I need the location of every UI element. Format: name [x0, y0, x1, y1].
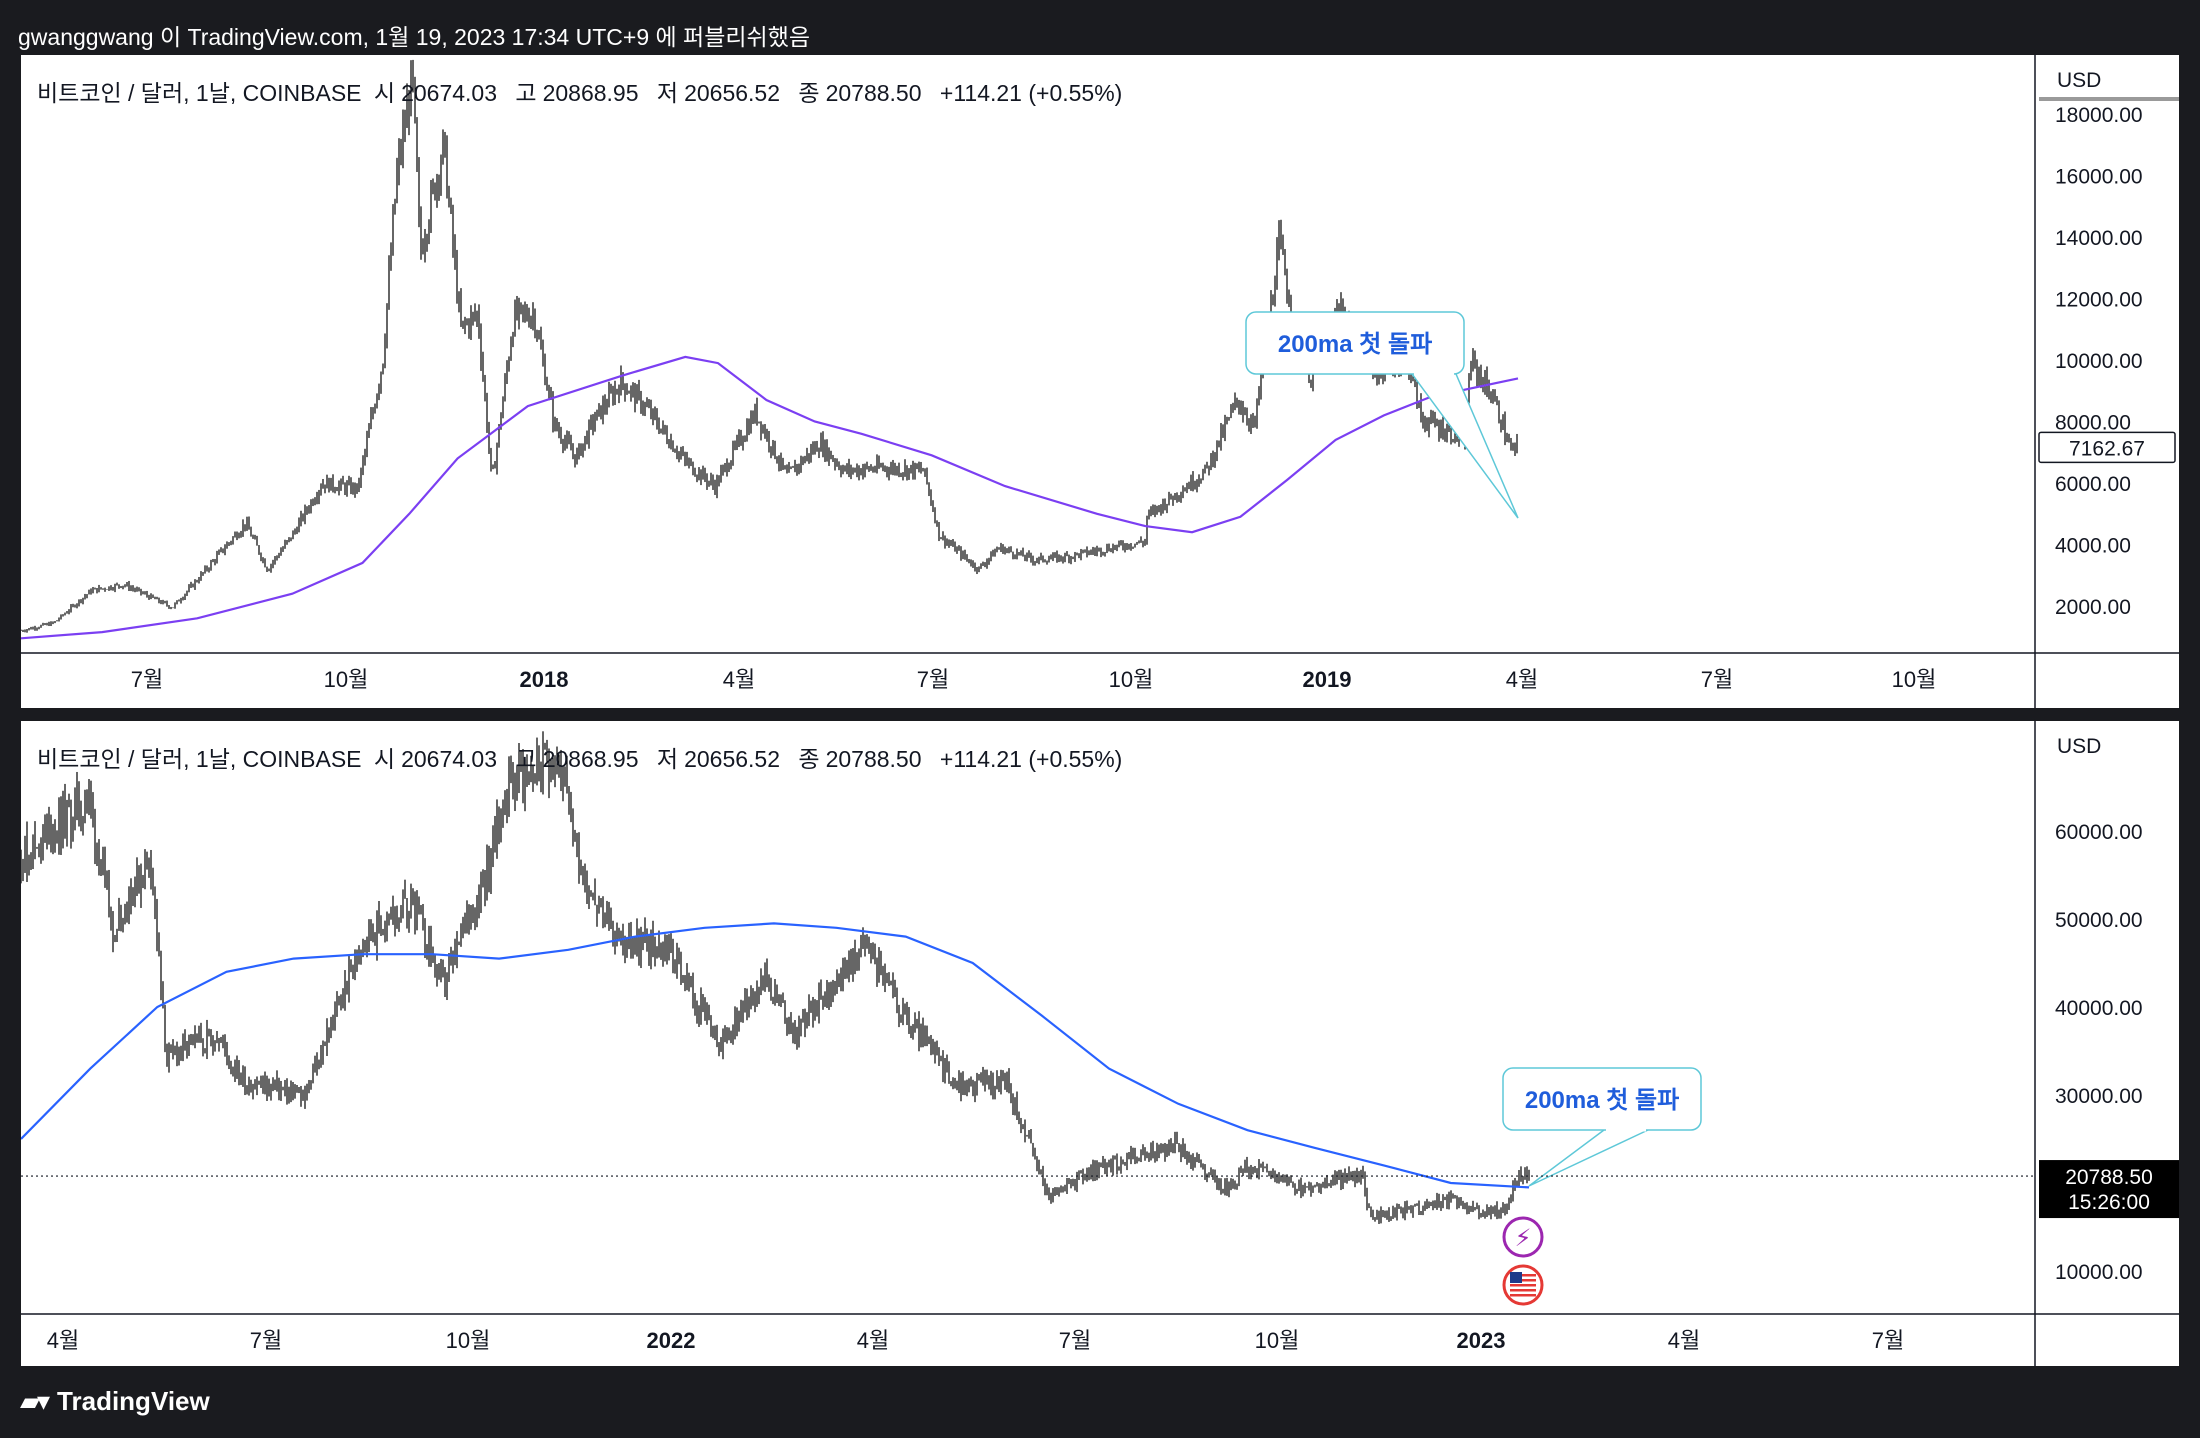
price-badge-text: 7162.67 [2069, 437, 2145, 460]
chart-top-svg[interactable]: 2000.00 4000.00 6000.00 8000.00 10000.00 1200… [21, 55, 2179, 708]
y-tick-label: 2000.00 [2055, 596, 2131, 619]
legend-open-label: 시 [373, 746, 396, 772]
chart-pane-bottom[interactable]: 10000.0020000.0030000.0040000.0050000.00… [21, 721, 2179, 1366]
scale-divider [2039, 97, 2179, 101]
flag-stripe [1510, 1274, 1536, 1277]
flag-stripe [1510, 1289, 1536, 1292]
legend-change: +114.21 (+0.55%) [939, 746, 1123, 772]
x-tick-label: 10월 [1109, 667, 1154, 692]
y-tick-label: 16000.00 [2055, 166, 2143, 189]
legend-open: 20674.03 [401, 80, 498, 106]
legend-low: 20656.52 [684, 80, 781, 106]
x-tick-label: 2022 [647, 1328, 696, 1353]
price-badge [2039, 1160, 2179, 1219]
x-tick-label: 10월 [324, 667, 369, 692]
x-tick-label: 7월 [1059, 1328, 1091, 1353]
legend-change: +114.21 (+0.55%) [939, 80, 1123, 106]
callout-pointer [1411, 373, 1519, 519]
x-tick-label: 2019 [1303, 667, 1352, 692]
currency-label: USD [2057, 69, 2101, 92]
legend-open-label: 시 [373, 80, 396, 106]
x-tick-label: 4월 [1506, 667, 1538, 692]
ma200-line [21, 922, 1530, 1189]
legend-symbol: 비트코인 / 달러, 1날, COINBASE [37, 746, 362, 772]
x-tick-label: 10월 [1892, 667, 1937, 692]
legend-close-label: 종 [798, 746, 820, 772]
x-tick-label: 7월 [131, 667, 163, 692]
ma200-line [21, 355, 1519, 640]
y-tick-label: 18000.00 [2055, 104, 2143, 127]
flag-stripe [1510, 1284, 1536, 1287]
x-tick-label: 4월 [723, 667, 755, 692]
y-tick-label: 60000.00 [2055, 821, 2143, 844]
x-tick-label: 7월 [917, 667, 949, 692]
candles-group [21, 59, 1518, 633]
x-tick-label: 10월 [446, 1328, 491, 1353]
legend-symbol: 비트코인 / 달러, 1날, COINBASE [37, 80, 362, 106]
chart-bottom-svg[interactable]: 10000.0020000.0030000.0040000.0050000.00… [21, 721, 2179, 1366]
x-tick-label: 2018 [520, 667, 569, 692]
x-tick-label: 7월 [1872, 1328, 1904, 1353]
y-tick-label: 30000.00 [2055, 1085, 2143, 1108]
legend-close-label: 종 [798, 80, 820, 106]
y-tick-label: 10000.00 [2055, 1261, 2143, 1284]
x-tick-label: 2023 [1457, 1328, 1506, 1353]
legend-low-label: 저 [656, 746, 679, 772]
flag-canton [1510, 1272, 1522, 1283]
flag-stripe [1510, 1279, 1536, 1282]
price-badge [2038, 431, 2176, 464]
y-tick-label: 14000.00 [2055, 227, 2143, 250]
legend-low: 20656.52 [684, 746, 781, 772]
legend-high: 20868.95 [542, 80, 639, 106]
y-tick-label: 40000.00 [2055, 997, 2143, 1020]
y-tick-label: 6000.00 [2055, 473, 2131, 496]
legend-high: 20868.95 [542, 746, 639, 772]
lightning-glyph: ⚡ [1515, 1224, 1532, 1252]
y-tick-label: 10000.00 [2055, 350, 2143, 373]
price-badge-text: 20788.50 [2065, 1166, 2153, 1189]
legend-close: 20788.50 [825, 746, 922, 772]
lightning-icon [1502, 1216, 1544, 1258]
candles-group [21, 731, 1530, 1224]
legend-close: 20788.50 [825, 80, 922, 106]
x-tick-label: 7월 [250, 1328, 282, 1353]
chart-pane-top[interactable]: 2000.00 4000.00 6000.00 8000.00 10000.00 1200… [21, 55, 2179, 708]
y-tick-label: 4000.00 [2055, 535, 2131, 558]
legend-high-label: 고 [515, 80, 537, 106]
flag-stripe [1510, 1294, 1536, 1297]
callout-box [1502, 1067, 1702, 1131]
callout-pointer [1528, 1129, 1649, 1187]
countdown-text: 15:26:00 [2068, 1191, 2150, 1214]
y-tick-label: 12000.00 [2055, 289, 2143, 312]
legend-high-label: 고 [515, 746, 537, 772]
tradingview-footer[interactable]: ▰▾ TradingView [20, 1386, 210, 1417]
x-tick-label: 4월 [857, 1328, 889, 1353]
callout-text: 200ma 첫 돌파 [1278, 331, 1432, 358]
y-tick-label: 8000.00 [2055, 412, 2131, 435]
legend-low-label: 저 [656, 80, 679, 106]
publish-header: gwanggwang 이 TradingView.com, 1월 19, 202… [18, 24, 811, 50]
x-tick-label: 10월 [1255, 1328, 1300, 1353]
x-tick-label: 4월 [47, 1328, 79, 1353]
currency-label: USD [2057, 735, 2101, 758]
callout-box [1245, 311, 1465, 375]
legend-bottom: 비트코인 / 달러, 1날, COINBASE 시 20674.03 고 20868… [37, 740, 1128, 774]
brand-name: TradingView [57, 1386, 210, 1416]
x-tick-label: 7월 [1701, 667, 1733, 692]
callout-text: 200ma 첫 돌파 [1525, 1087, 1679, 1114]
legend-open: 20674.03 [401, 746, 498, 772]
legend-top: 비트코인 / 달러, 1날, COINBASE 시 20674.03 고 20868… [37, 74, 1128, 108]
y-tick-label: 50000.00 [2055, 909, 2143, 932]
tradingview-logo-icon: ▰▾ [20, 1386, 50, 1417]
x-tick-label: 4월 [1668, 1328, 1700, 1353]
